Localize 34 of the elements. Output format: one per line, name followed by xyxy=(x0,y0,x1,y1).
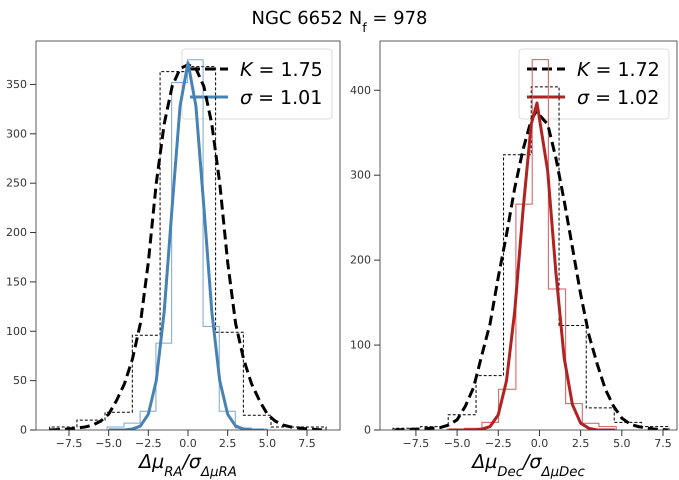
y-tick-label: 150 xyxy=(6,275,27,288)
y-tick-label: 200 xyxy=(6,226,27,240)
y-tick-label: 0 xyxy=(20,424,27,437)
x-tick-label: 7.5 xyxy=(654,436,672,450)
x-tick-label: −5.0 xyxy=(95,436,122,450)
x-tick-label: 5.0 xyxy=(258,436,276,450)
x-tick-label: −7.5 xyxy=(402,436,430,450)
x-axis-title: Δμ$_{RA}$/σ$_{ΔμRA}$ xyxy=(137,451,237,480)
y-tick-label: 100 xyxy=(350,338,371,352)
x-tick-label: 0.0 xyxy=(179,436,197,450)
x-tick-label: −5.0 xyxy=(444,436,470,450)
y-tick-label: 100 xyxy=(6,324,27,338)
y-tick-label: 350 xyxy=(6,78,27,91)
x-tick-label: 7.5 xyxy=(298,436,316,450)
x-tick-label: 5.0 xyxy=(613,436,631,450)
x-tick-label: 2.5 xyxy=(572,436,590,450)
x-tick-label: −2.5 xyxy=(484,436,512,450)
y-tick-label: 300 xyxy=(350,168,371,182)
x-axis-title: Δμ$_{Dec}$/σ$_{ΔμDec}$ xyxy=(470,451,586,480)
legend-label: σ = 1.02 xyxy=(577,87,660,109)
y-tick-label: 300 xyxy=(6,127,27,140)
x-tick-label: 2.5 xyxy=(218,436,236,450)
legend-label: σ = 1.01 xyxy=(240,87,322,109)
y-tick-label: 400 xyxy=(350,84,371,97)
y-tick-label: 200 xyxy=(350,254,371,267)
legend-label: K = 1.72 xyxy=(577,59,660,81)
x-tick-label: 0.0 xyxy=(530,436,548,450)
y-tick-label: 0 xyxy=(364,424,371,437)
legend-label: K = 1.75 xyxy=(240,59,323,81)
x-tick-label: −7.5 xyxy=(56,436,82,450)
y-tick-label: 50 xyxy=(13,374,27,388)
chart-title: NGC 6652 N$_{f}$ = 978 xyxy=(251,8,428,34)
y-tick-label: 250 xyxy=(6,176,27,190)
x-tick-label: −2.5 xyxy=(134,436,162,450)
